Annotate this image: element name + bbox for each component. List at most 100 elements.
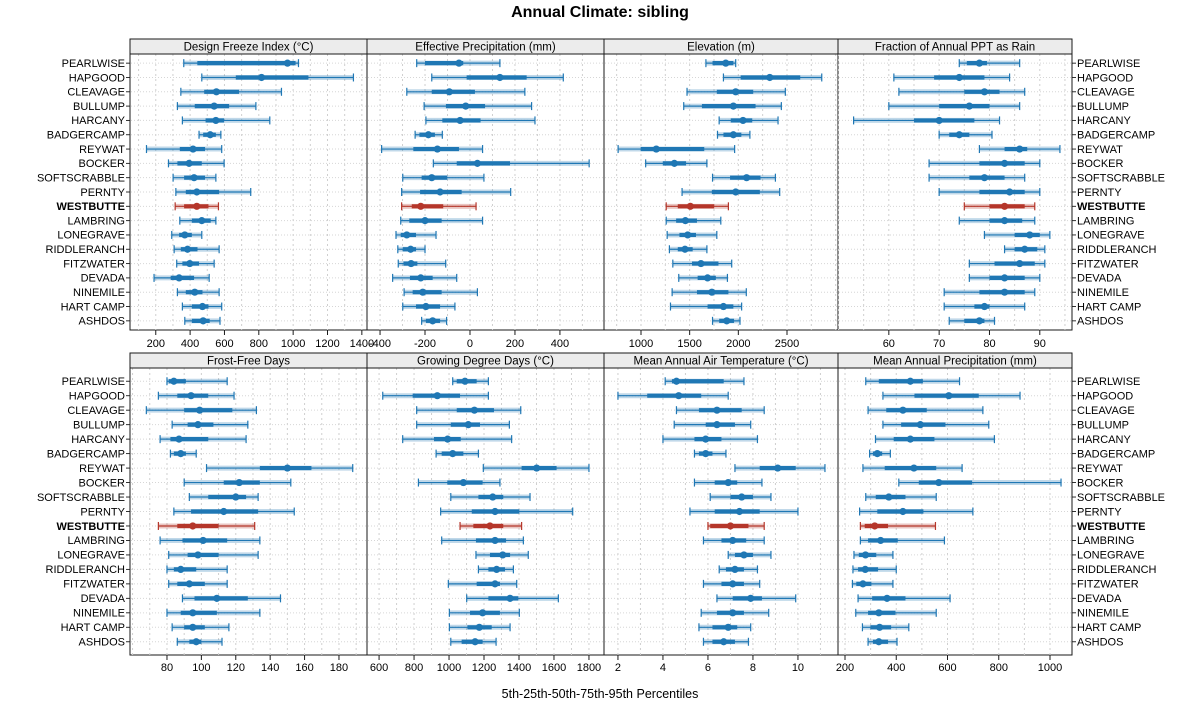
median-dot (206, 131, 214, 139)
median-dot (456, 116, 464, 125)
median-dot (735, 507, 744, 516)
x-tick-label: 120 (227, 662, 245, 674)
x-tick-label: 160 (295, 662, 313, 674)
site-row-bocker (167, 159, 225, 168)
median-dot (194, 551, 202, 559)
panel-frost-free-days: Frost-Free Days 80 100 120 140 160 180 (126, 352, 368, 674)
panel-header-label: Frost-Free Days (207, 356, 290, 368)
median-dot (486, 522, 494, 530)
median-dot (675, 392, 683, 400)
site-row-ashdos (702, 637, 750, 646)
site-label-right: BOCKER (1077, 158, 1124, 170)
site-label-left: LONEGRAVE (57, 550, 125, 562)
median-dot (194, 421, 202, 429)
median-dot (742, 174, 751, 182)
site-label-left: PEARLWISE (62, 58, 125, 70)
site-row-riddleranch (477, 565, 514, 574)
median-dot (980, 88, 989, 96)
site-row-westbutte (859, 521, 937, 530)
median-dot (859, 580, 867, 588)
panel-header-label: Mean Annual Precipitation (mm) (873, 356, 1037, 368)
x-tick-label: 80 (161, 662, 173, 674)
site-label-left: PERNTY (80, 187, 125, 199)
site-row-lambring (702, 536, 765, 545)
site-row-reywat (381, 145, 484, 154)
site-label-left: HARCANY (71, 115, 125, 127)
site-label-left: BULLUMP (73, 101, 125, 113)
median-dot (473, 159, 482, 167)
panel-design-freeze-index-c: Design Freeze Index (°C) 200 400 600 800 1000… (126, 38, 374, 350)
site-label-right: NINEMILE (1077, 608, 1129, 620)
site-label-right: ASHDOS (1077, 637, 1123, 649)
site-row-harcany (874, 435, 996, 444)
site-row-reywat (145, 145, 223, 154)
site-row-pernty (859, 507, 974, 516)
site-row-pearlwise (452, 377, 489, 386)
site-row-hart-camp (181, 302, 223, 311)
site-row-cleavage (416, 406, 522, 415)
site-row-cleavage (898, 87, 1026, 96)
x-tick-label: 1000 (281, 338, 305, 350)
site-row-harcany (181, 116, 271, 125)
panel-mean-annual-precipitation-mm: Mean Annual Precipitation (mm) 200 400 600 8… (836, 352, 1076, 674)
median-dot (910, 464, 918, 472)
median-dot (212, 88, 220, 96)
site-row-lambring (179, 216, 217, 225)
site-row-pernty (173, 507, 295, 516)
median-dot (1006, 188, 1014, 196)
site-label-left: RIDDLERANCH (46, 564, 126, 576)
x-tick-label: 1400 (350, 338, 374, 350)
site-row-bocker (898, 478, 1062, 487)
median-dot (965, 102, 973, 110)
median-dot (417, 202, 425, 210)
site-row-bullump (882, 420, 990, 429)
site-row-hapgood (722, 73, 823, 82)
median-dot (189, 145, 197, 153)
x-tick-label: 1400 (507, 662, 531, 674)
median-dot (491, 536, 499, 545)
site-label-left: SOFTSCRABBLE (37, 492, 125, 504)
median-dot (187, 392, 195, 400)
x-tick-label: -200 (414, 338, 436, 350)
site-row-westbutte (157, 521, 256, 530)
median-dot (1000, 217, 1009, 225)
site-label-right: WESTBUTTE (1077, 521, 1145, 533)
median-dot (980, 174, 989, 182)
median-dot (462, 102, 470, 110)
x-tick-label: -400 (369, 338, 391, 350)
median-dot (444, 435, 452, 443)
site-row-ninemile (671, 288, 747, 297)
site-label-left: HAPGOOD (69, 391, 125, 403)
site-label-left: PERNTY (80, 506, 125, 518)
x-tick-label: 1500 (677, 338, 701, 350)
panel-header (837, 352, 1073, 369)
median-dot (672, 377, 681, 385)
site-label-right: LAMBRING (1077, 535, 1134, 547)
site-row-lonegrave (727, 550, 772, 559)
x-tick-label: 400 (887, 662, 905, 674)
median-dot (729, 609, 737, 617)
median-dot (175, 274, 183, 282)
site-label-right: BOCKER (1077, 477, 1124, 489)
site-row-badgercamp (198, 130, 222, 139)
median-dot (723, 317, 731, 325)
site-row-hapgood (882, 391, 1021, 400)
site-row-ninemile (855, 608, 937, 617)
site-row-ashdos (421, 316, 448, 325)
site-label-right: BADGERCAMP (1077, 448, 1155, 460)
site-label-right: DEVADA (1077, 273, 1122, 285)
median-dot (455, 59, 463, 67)
x-tick-label: 800 (405, 662, 423, 674)
x-tick-label: 600 (938, 662, 956, 674)
median-dot (719, 302, 728, 311)
site-label-left: NINEMILE (73, 608, 125, 620)
site-row-fitzwater (176, 259, 215, 268)
median-dot (199, 536, 207, 545)
site-row-pearlwise (705, 59, 737, 68)
median-dot (475, 623, 483, 631)
x-tick-label: 1000 (629, 338, 653, 350)
median-dot (652, 145, 660, 153)
site-row-riddleranch (852, 565, 897, 574)
x-tick-label: 8 (750, 662, 756, 674)
